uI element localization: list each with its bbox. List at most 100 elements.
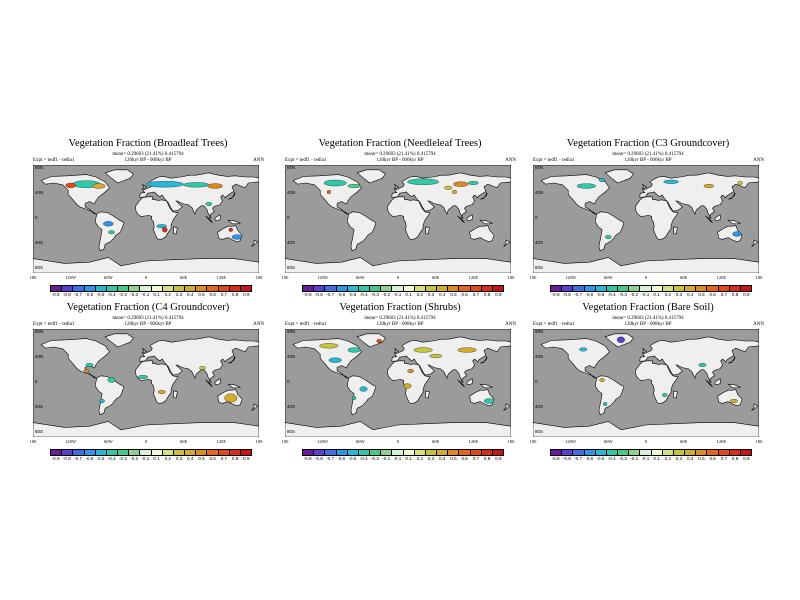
colorbar-swatch [347, 450, 359, 455]
colorbar-label: -0.8 [62, 456, 71, 461]
x-tick-label: 0 [396, 439, 400, 444]
continent-shape [40, 338, 110, 379]
continent-shape [104, 169, 134, 184]
colorbar-swatch [73, 450, 85, 455]
colorbar-label: -0.6 [337, 456, 346, 461]
colorbar-label: 0.5 [198, 292, 205, 297]
x-axis-ticks: 180 120W 60W 0 60E 120E 180 [530, 439, 763, 446]
continent-shape [139, 336, 259, 383]
continent-shape [480, 191, 488, 200]
anomaly-patch [65, 182, 76, 188]
continent-shape [251, 403, 259, 411]
colorbar-swatch [584, 450, 596, 455]
colorbar-swatch [196, 450, 208, 455]
x-tick-label: 180 [255, 439, 263, 444]
colorbar-label: 0.1 [153, 456, 160, 461]
anomaly-patch [328, 357, 342, 363]
anomaly-patch [107, 377, 116, 383]
panel-title: Vegetation Fraction (C3 Groundcover) [566, 138, 730, 149]
colorbar-swatch [358, 286, 371, 291]
colorbar-swatch [95, 286, 107, 291]
x-tick-label: 60W [103, 275, 113, 280]
colorbar-label: -0.8 [314, 456, 323, 461]
y-tick-label: 80N [535, 165, 543, 170]
colorbar-swatch [303, 450, 315, 455]
colorbar-label: 0.5 [450, 292, 457, 297]
continent-shape [751, 239, 759, 247]
colorbar-label: -0.4 [107, 456, 116, 461]
world-map: 80N 40N 0 40S 80S [285, 329, 511, 437]
colorbar-label: 0.2 [164, 456, 171, 461]
x-tick-label: 0 [644, 275, 648, 280]
x-tick-label: 120E [716, 439, 727, 444]
anomaly-patch [231, 234, 243, 240]
panel-stats: mean= 0.29603 (21.41%) 0.415794 [112, 316, 184, 321]
colorbar-swatch [707, 450, 719, 455]
colorbar-label: -0.2 [630, 456, 639, 461]
anomaly-patch [347, 347, 361, 353]
colorbar-swatch [696, 286, 708, 291]
y-tick-label: 40N [535, 354, 543, 359]
anomaly-patch [85, 363, 94, 367]
y-tick-label: 80N [287, 165, 295, 170]
colorbar-swatch [314, 450, 326, 455]
colorbar: -0.9 -0.8 -0.7 -0.6 -0.5 -0.4 -0.3 -0.2 -0.1 0.1 0… [302, 449, 504, 464]
colorbar-swatch [106, 450, 119, 455]
colorbar-label: 0.9 [743, 292, 750, 297]
continent-shape [533, 421, 759, 437]
x-tick-label: 60E [432, 275, 440, 280]
continent-shape [251, 239, 259, 247]
anomaly-patch [407, 178, 439, 185]
colorbar-label: 0.3 [175, 292, 183, 297]
anomaly-patch [732, 231, 742, 237]
continent-shape [717, 225, 743, 243]
colorbar-label: 0.3 [175, 456, 183, 461]
panel-stats: mean= 0.29603 (21.41%) 0.415794 [612, 316, 684, 321]
anomaly-patch [703, 184, 714, 188]
y-tick-label: 80N [35, 329, 43, 334]
x-tick-label: 120W [317, 439, 329, 444]
continent-shape [594, 211, 625, 252]
continent-shape [479, 383, 494, 389]
x-axis-ticks: 180 120W 60W 0 60E 120E 180 [30, 439, 263, 446]
colorbar-swatch [185, 450, 197, 455]
world-map: 80N 40N 0 40S 80S [533, 165, 759, 273]
continent-shape [227, 219, 242, 225]
continent-shape [641, 183, 648, 190]
continent-shape [634, 360, 679, 404]
colorbar-label: 0.1 [405, 292, 412, 297]
colorbar-swatch [129, 450, 141, 455]
continent-shape [228, 191, 236, 200]
colorbar-swatch [73, 286, 85, 291]
colorbar-label: 0.8 [483, 292, 491, 297]
colorbar-swatch [640, 450, 652, 455]
map-panel: Vegetation Fraction (C4 Groundcover) mea… [28, 302, 268, 477]
anomaly-patch [605, 235, 612, 239]
colorbar-label: 0.9 [495, 456, 502, 461]
continent-shape [641, 347, 648, 354]
continent-shape [673, 390, 678, 399]
colorbar-swatch [95, 450, 107, 455]
anomaly-patch [199, 366, 206, 370]
panel-subtitle: mean= 0.29603 (21.41%) 0.415794 120kyr B… [28, 316, 268, 328]
panel-expt: Expt = tedf1 - tedla1 [285, 158, 327, 163]
colorbar: -0.9 -0.8 -0.7 -0.6 -0.5 -0.4 -0.3 -0.2 -0.1 0.1 0… [302, 285, 504, 300]
continent-shape [205, 379, 213, 387]
colorbar-label: -0.5 [348, 292, 357, 297]
colorbar-label: 0.7 [472, 456, 480, 461]
anomaly-patch [157, 390, 166, 394]
colorbar-swatch [240, 286, 252, 291]
colorbar-label: -0.4 [107, 292, 116, 297]
world-map: 80N 40N 0 40S 80S [33, 329, 259, 437]
continent-shape [705, 379, 713, 387]
colorbar-swatch [551, 286, 563, 291]
anomaly-patch [599, 378, 605, 382]
colorbar-label: -0.3 [618, 292, 627, 297]
colorbar-label: -0.9 [303, 456, 312, 461]
colorbar-swatch [573, 450, 585, 455]
colorbar-swatch [584, 286, 596, 291]
colorbar-label: 0.9 [743, 456, 750, 461]
colorbar: -0.9 -0.8 -0.7 -0.6 -0.5 -0.4 -0.3 -0.2 -0.1 0.1 0… [550, 449, 752, 464]
x-tick-label: 180 [755, 439, 763, 444]
anomaly-patch [457, 347, 477, 353]
